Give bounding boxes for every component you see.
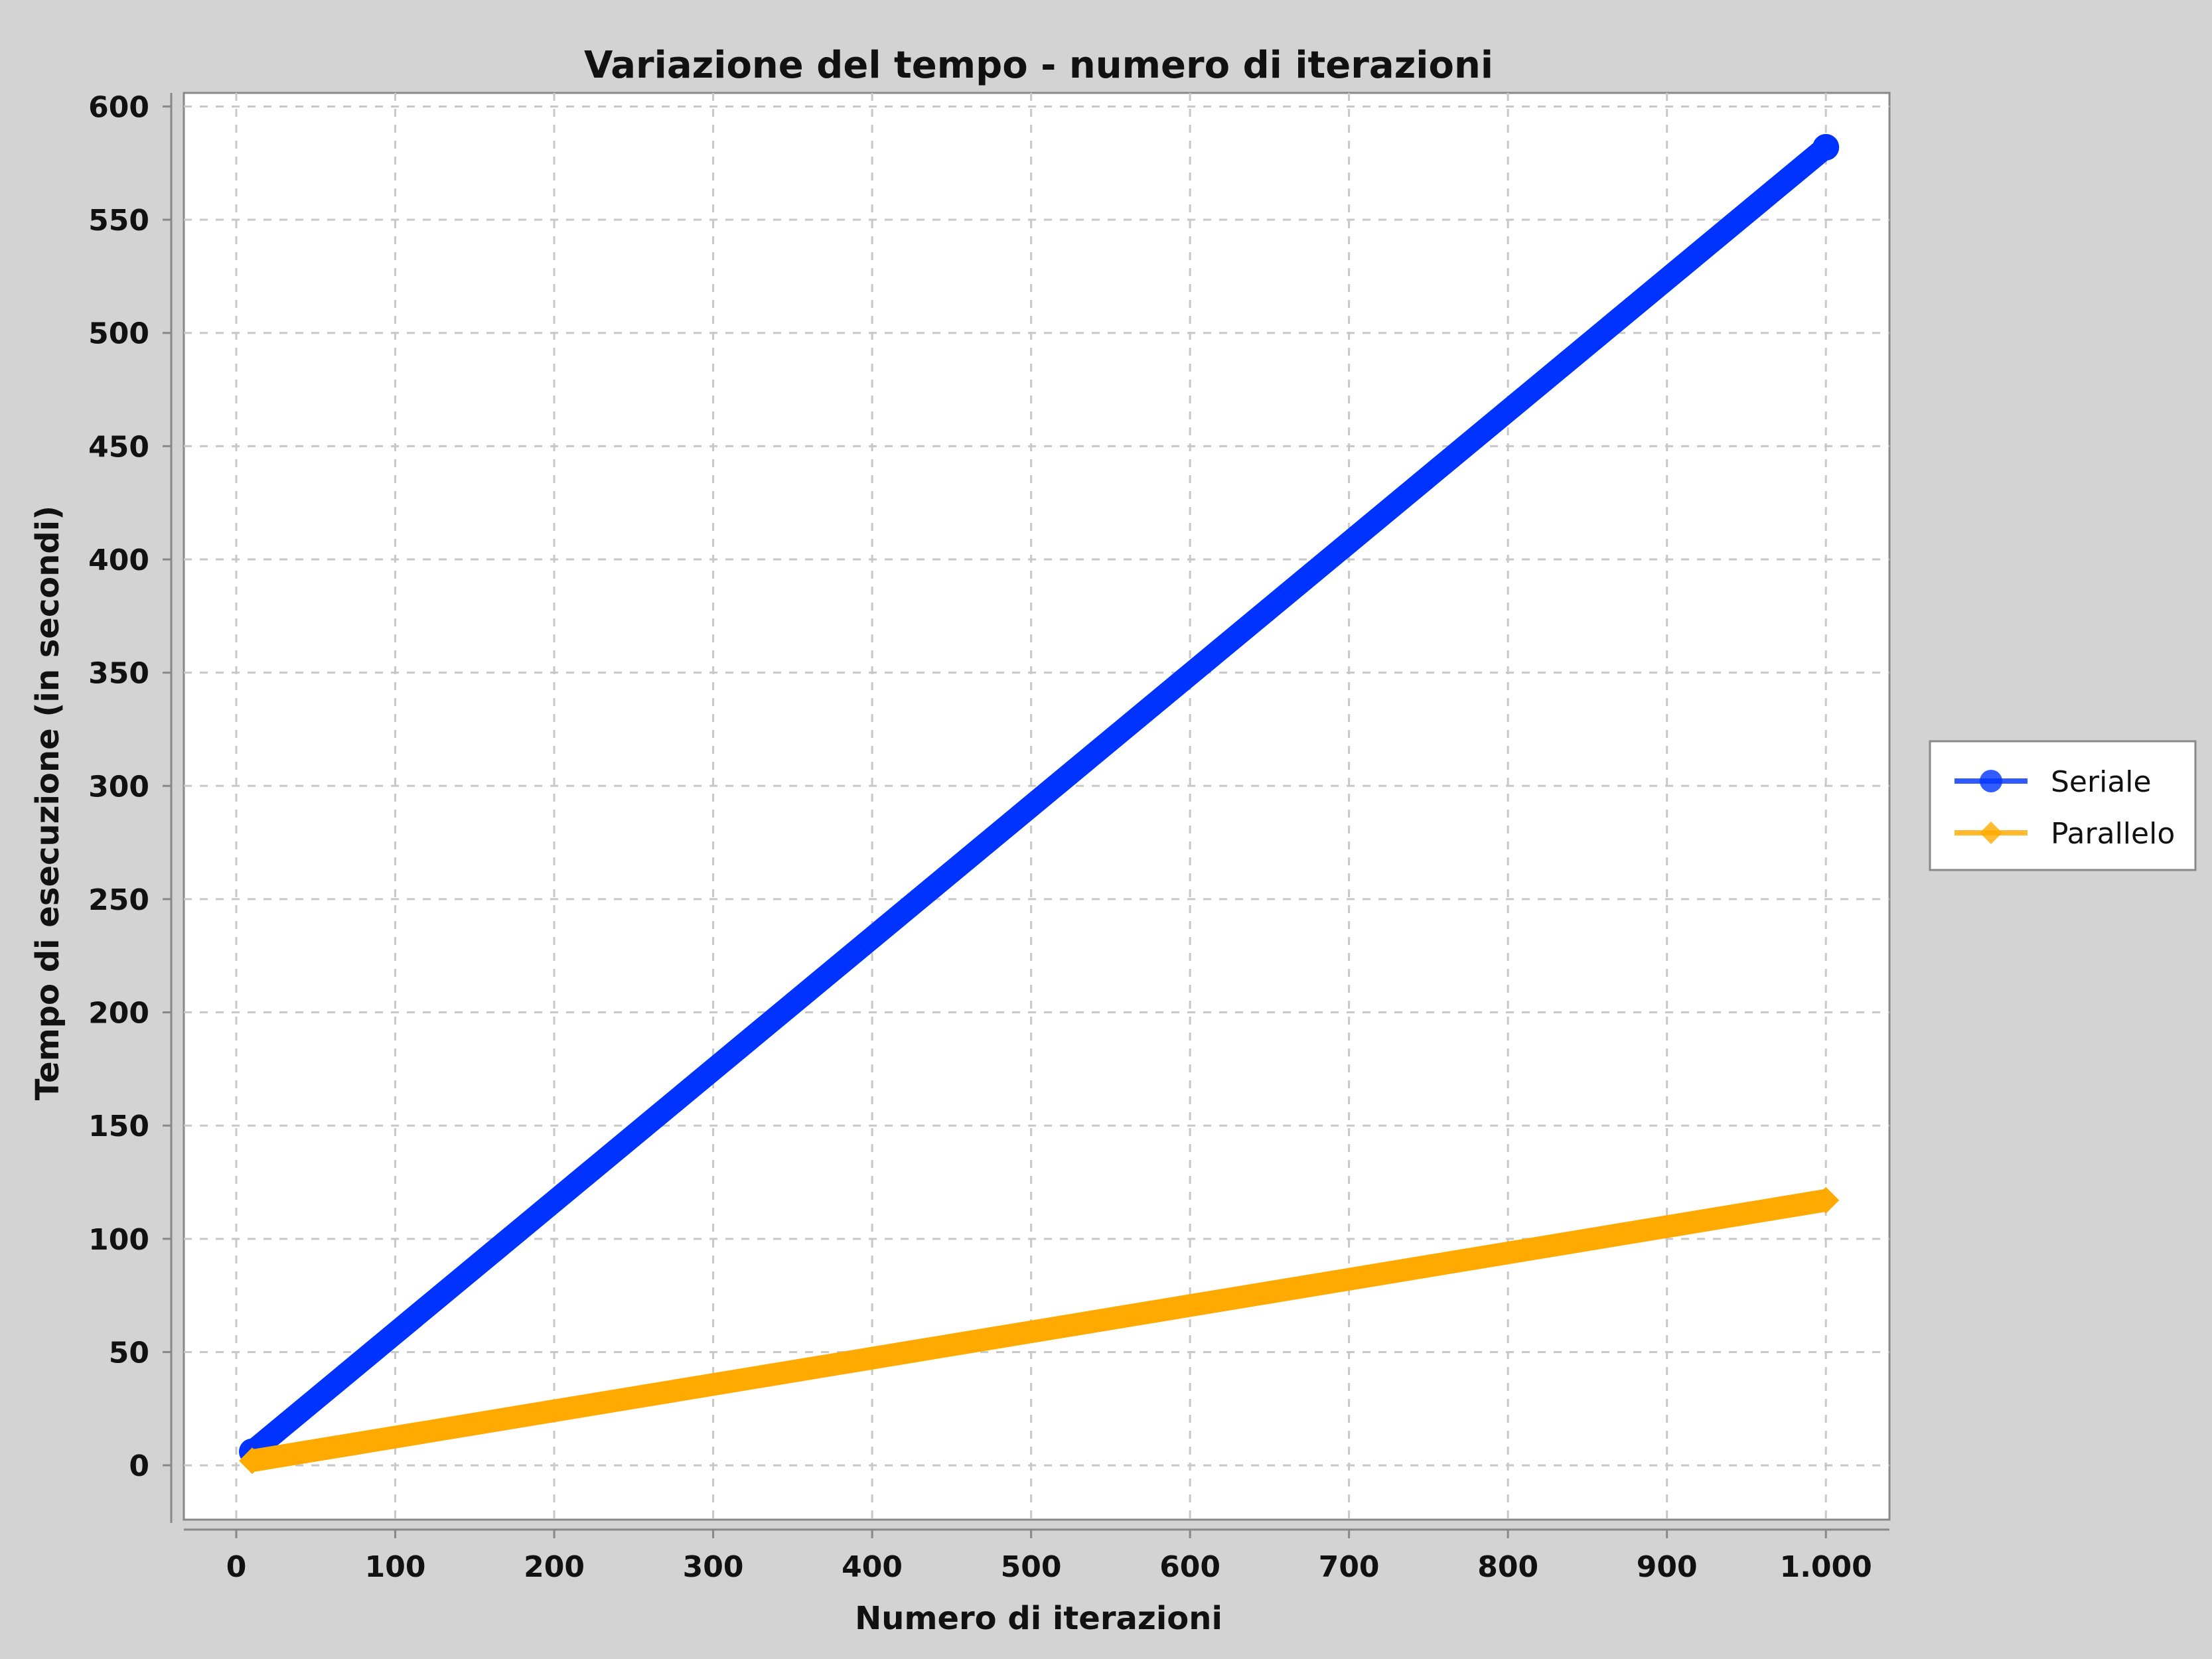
x-tick-label: 1.000: [1780, 1550, 1872, 1584]
data-point-parallelo: [1812, 1187, 1840, 1214]
x-tick-label: 800: [1477, 1550, 1538, 1584]
y-tick-label: 600: [88, 90, 149, 124]
x-tick-label: 500: [1001, 1550, 1062, 1584]
x-tick-label: 700: [1319, 1550, 1380, 1584]
y-tick-label: 550: [88, 204, 149, 238]
data-point-parallelo: [238, 1447, 265, 1475]
legend-box: [1929, 740, 2197, 871]
x-ticks: 0 100 200 300 400 500 600 700 800 900 1.000: [226, 1530, 1872, 1584]
legend: Seriale Parallelo: [1929, 740, 2197, 871]
y-tick-label: 450: [88, 430, 149, 464]
legend-label-seriale: Seriale: [2051, 765, 2152, 799]
series: [238, 133, 1840, 1475]
y-tick-label: 350: [88, 657, 149, 691]
x-tick-label: 600: [1159, 1550, 1220, 1584]
x-tick-label: 900: [1637, 1550, 1698, 1584]
y-axis-label: Tempo di esecuzione (in secondi): [29, 506, 66, 1100]
y-tick-label: 300: [88, 770, 149, 804]
data-point-seriale: [1812, 133, 1840, 161]
y-tick-label: 250: [88, 883, 149, 917]
y-tick-label: 0: [129, 1449, 149, 1483]
y-tick-label: 400: [88, 543, 149, 577]
y-ticks: 0 50 100 150 200 250 300 350 400 450 500 550 600: [88, 90, 171, 1483]
x-tick-label: 100: [365, 1550, 426, 1584]
legend-label-parallelo: Parallelo: [2051, 817, 2175, 851]
chart-title: Variazione del tempo - numero di iterazi…: [584, 44, 1493, 87]
x-tick-label: 200: [524, 1550, 585, 1584]
legend-marker-parallelo: [1980, 822, 2002, 844]
series-line-seriale: [245, 138, 1834, 1461]
x-axis-label: Numero di iterazioni: [855, 1600, 1222, 1637]
x-tick-label: 300: [683, 1550, 744, 1584]
y-tick-label: 500: [88, 317, 149, 351]
y-tick-label: 200: [88, 997, 149, 1031]
x-tick-label: 0: [226, 1550, 247, 1584]
legend-items: Seriale Parallelo: [1954, 765, 2175, 851]
series-line-parallelo: [250, 1189, 1828, 1473]
legend-marker-seriale: [1980, 770, 2002, 792]
y-tick-label: 100: [88, 1223, 149, 1257]
axes: [170, 93, 1889, 1531]
x-tick-label: 400: [842, 1550, 903, 1584]
y-tick-label: 150: [88, 1110, 149, 1143]
y-tick-label: 50: [109, 1336, 149, 1370]
